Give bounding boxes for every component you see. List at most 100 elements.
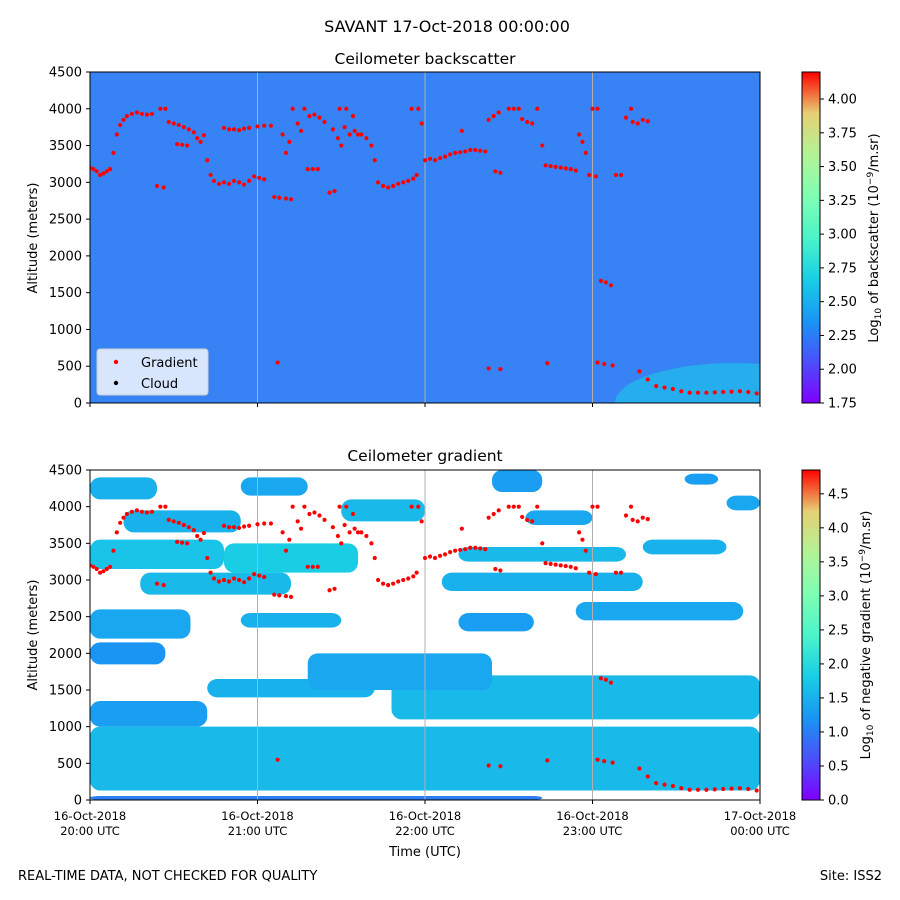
gradient-point: [540, 541, 545, 546]
gradient-point: [332, 189, 337, 194]
gradient-point: [729, 786, 734, 791]
gradient-point: [236, 525, 242, 531]
gradient-point: [459, 526, 464, 531]
gradient-point: [695, 787, 701, 792]
gradient-point: [654, 383, 659, 389]
gradient-point: [637, 369, 642, 374]
gradient-point: [195, 533, 200, 539]
gradient-point: [613, 570, 619, 575]
gradient-point: [637, 766, 642, 771]
gradient-point: [317, 513, 322, 518]
gradient-point: [121, 515, 126, 520]
gradient-point: [391, 183, 396, 189]
gradient-point: [422, 555, 428, 561]
gradient-point: [729, 389, 734, 394]
gradient-point: [463, 547, 468, 552]
gradient-point: [236, 180, 242, 185]
gradient-point: [427, 554, 433, 559]
gradient-point: [754, 788, 759, 793]
gradient-point: [327, 190, 332, 195]
gradient-point: [171, 121, 176, 126]
gradient-point: [121, 117, 126, 122]
gradient-point: [483, 149, 488, 154]
gradient-point: [486, 117, 491, 122]
gradient-point: [381, 183, 386, 189]
gradient-point: [305, 564, 310, 569]
gradient-point: [163, 106, 168, 111]
gradient-point: [511, 106, 516, 111]
gradient-point: [134, 508, 139, 513]
gradient-point: [176, 122, 181, 128]
gradient-point: [746, 786, 751, 792]
gradient-point: [255, 522, 260, 527]
legend-cloud-marker: [113, 380, 119, 386]
gradient-point: [645, 119, 650, 124]
gradient-point: [535, 504, 540, 509]
gradient-point: [548, 164, 553, 169]
gradient-point: [108, 564, 113, 569]
gradient-point: [359, 530, 364, 535]
gradient-point: [171, 519, 176, 524]
x-tick-time: 00:00 UTC: [730, 824, 790, 838]
gradient-point: [364, 136, 369, 141]
gradient-layer: [684, 473, 719, 485]
gradient-point: [369, 541, 374, 546]
gradient-point: [610, 760, 615, 765]
gradient-layer: [441, 572, 643, 591]
colorbar-tick-label: 2.50: [828, 295, 857, 310]
gradient-point: [598, 278, 603, 283]
gradient-point: [307, 114, 312, 119]
x-tick-time: 22:00 UTC: [395, 824, 455, 838]
gradient-point: [242, 524, 247, 529]
gradient-point: [277, 593, 282, 598]
gradient-point: [149, 509, 155, 514]
gradient-point: [595, 106, 600, 111]
gradient-point: [577, 530, 582, 535]
gradient-point: [310, 166, 315, 172]
gradient-point: [595, 504, 600, 509]
gradient-point: [645, 377, 650, 382]
backscatter-y-ticks: 0 500 1000 1500 2000 2500 3000 3500 4000 4500: [49, 66, 90, 412]
colorbar-tick-label: 2.75: [828, 261, 857, 276]
gradient-point: [623, 513, 629, 518]
gradient-point: [339, 541, 344, 546]
gradient-point: [437, 155, 443, 161]
gradient-point: [635, 519, 640, 524]
gradient-title: Ceilometer gradient: [347, 447, 502, 465]
gradient-point: [114, 132, 119, 137]
gradient-point: [335, 136, 340, 141]
gradient-point: [149, 111, 155, 117]
gradient-point: [208, 570, 213, 575]
gradient-point: [498, 764, 503, 769]
gradient-point: [97, 570, 103, 575]
gradient-point: [590, 504, 595, 509]
gradient-point: [602, 361, 607, 367]
gradient-point: [406, 178, 411, 183]
gradient-point: [355, 132, 361, 137]
gradient-point: [530, 121, 535, 126]
gradient-point: [176, 520, 181, 525]
gradient-point: [364, 533, 369, 539]
gradient-point: [411, 574, 416, 579]
gradient-point: [97, 172, 103, 178]
gradient-point: [129, 509, 134, 514]
backscatter-ylabel: Altitude (meters): [26, 183, 41, 294]
gradient-point: [118, 122, 123, 128]
y-tick-label: 4500: [49, 464, 82, 479]
gradient-layer: [90, 701, 208, 727]
gradient-point: [195, 136, 200, 141]
gradient-point: [186, 127, 191, 132]
backscatter-colorbar: [801, 71, 821, 404]
gradient-point: [583, 150, 588, 156]
gradient-layer: [240, 477, 308, 496]
gradient-point: [628, 504, 634, 509]
colorbar-tick-label: 2.0: [828, 657, 849, 672]
colorbar-tick-label: 4.00: [828, 93, 857, 108]
gradient-point: [411, 176, 416, 181]
backscatter-plot-area: [90, 72, 760, 403]
gradient-point: [486, 763, 491, 768]
gradient-point: [483, 547, 488, 552]
gradient-colorbar-ticks: 0.0 0.5 1.0 1.5 2.0 2.5 3.0 3.5 4.0 4.5: [820, 487, 849, 809]
gradient-point: [252, 174, 257, 179]
